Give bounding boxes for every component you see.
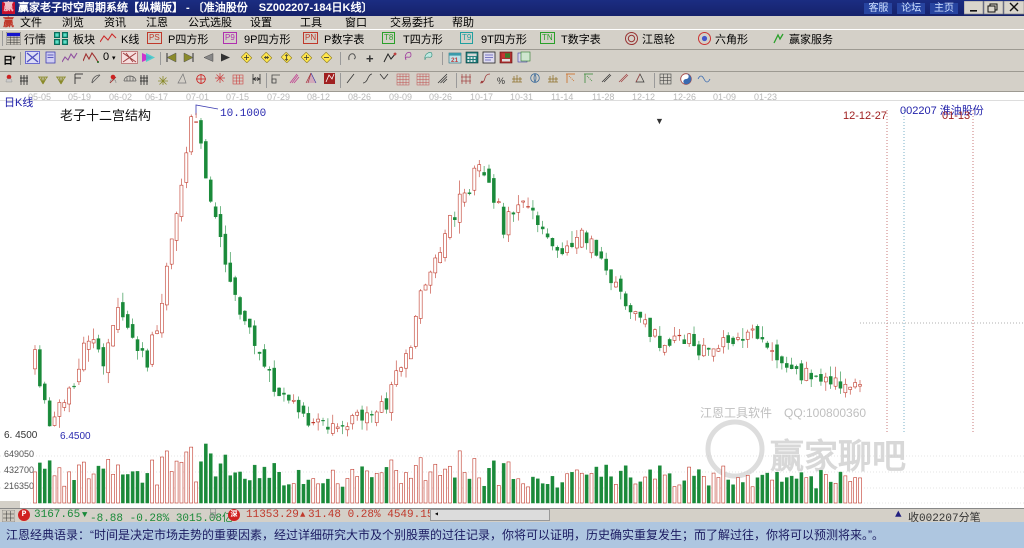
svg-text:%: % [497,76,505,86]
svg-text:21: 21 [451,57,459,64]
